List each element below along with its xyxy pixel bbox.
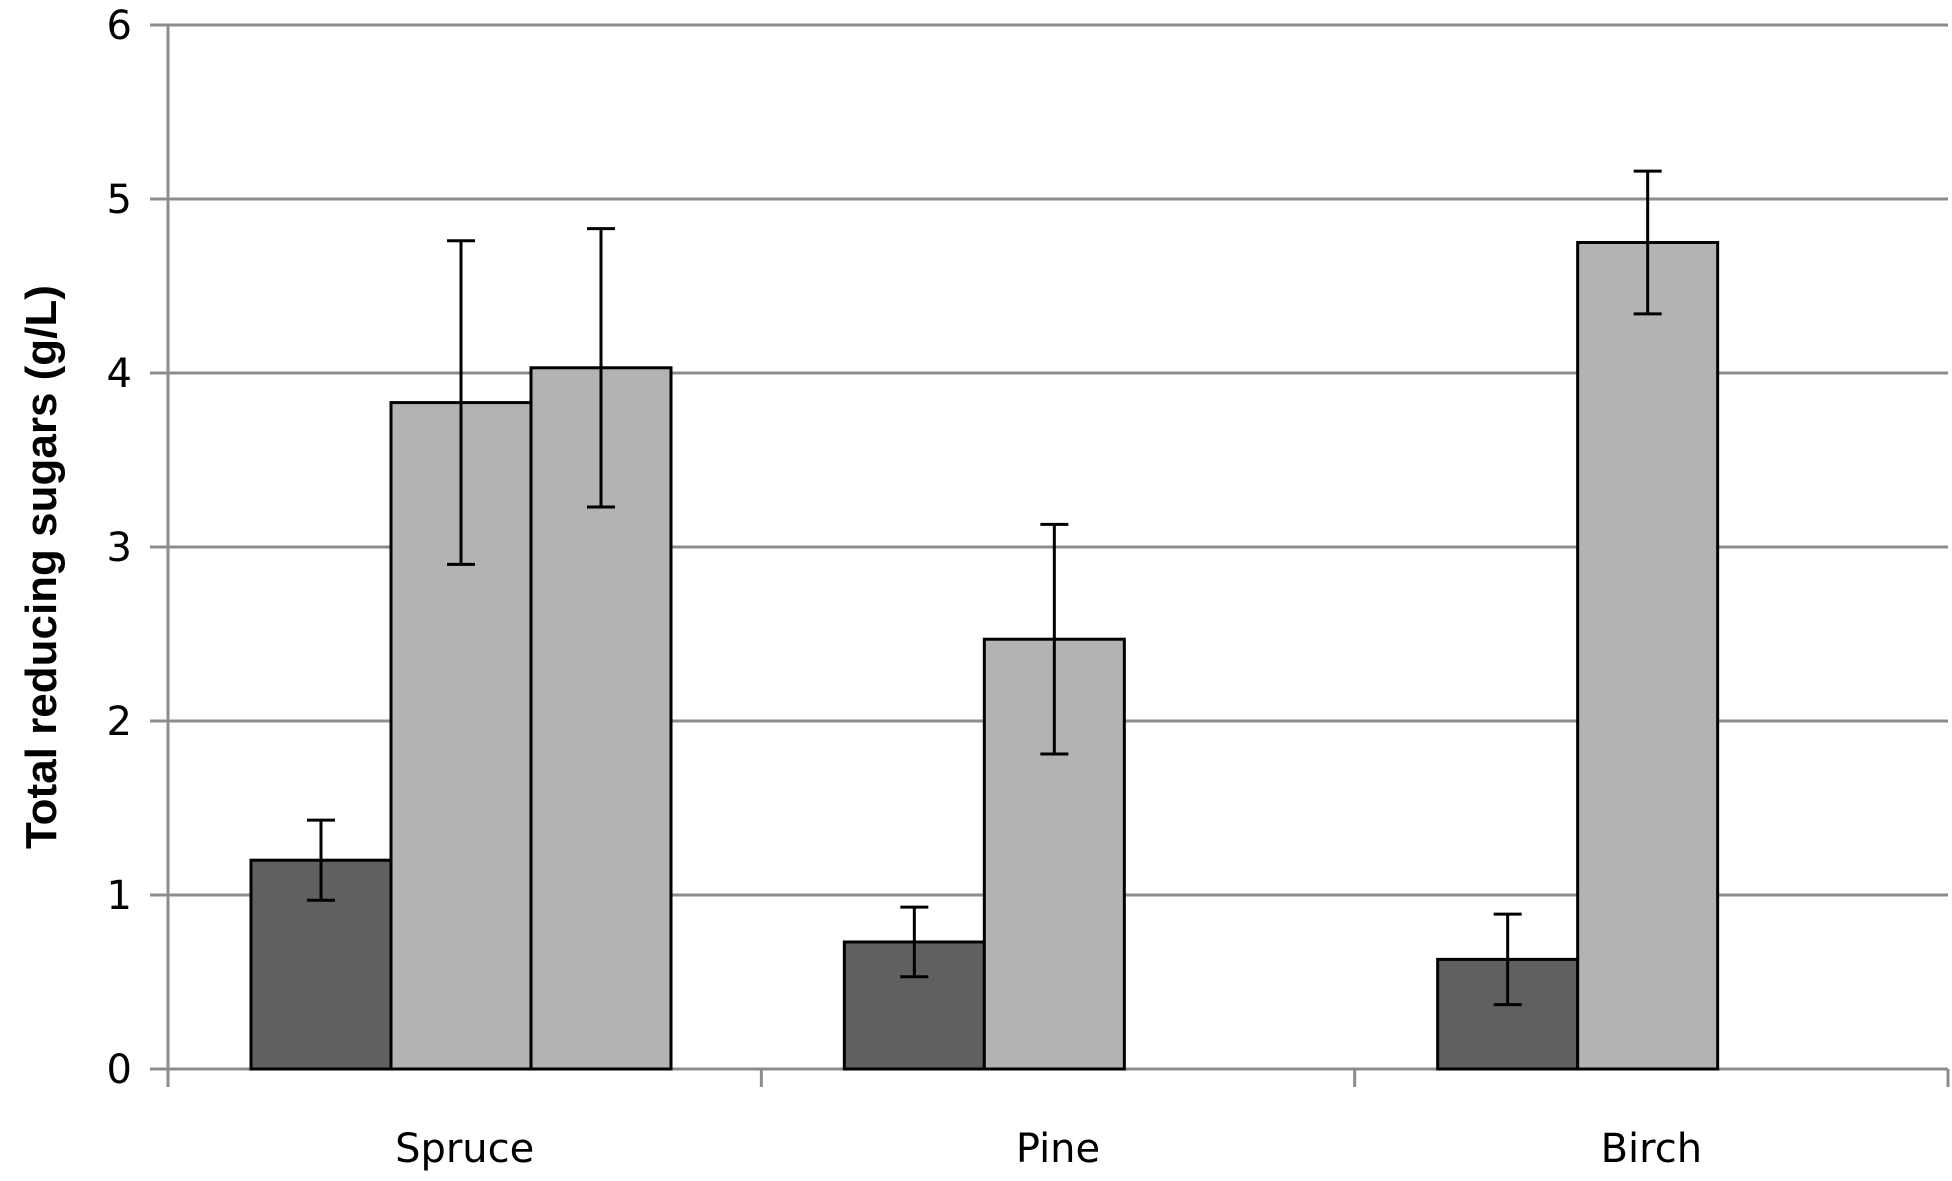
x-category-label: Pine	[1016, 1126, 1100, 1172]
y-tick-label: 3	[107, 525, 132, 571]
y-tick-label: 6	[107, 3, 132, 49]
bars	[249, 241, 1720, 1071]
y-axis-title: Total reducing sugars (g/L)	[17, 285, 66, 849]
error-bar-spruce-2	[447, 239, 475, 566]
error-bar-spruce-3	[587, 227, 615, 509]
y-tick-label: 4	[107, 351, 132, 397]
y-tick-label: 1	[107, 873, 132, 919]
tick-labels: 0 1 2 3 4 5 6 Spruce Pine Birch	[107, 3, 1703, 1172]
y-tick-label: 0	[107, 1047, 132, 1093]
bar-birch-2	[1576, 241, 1720, 1071]
x-category-label: Spruce	[395, 1126, 534, 1172]
x-category-label: Birch	[1601, 1126, 1702, 1172]
error-bars	[307, 169, 1662, 1007]
error-bar-spruce-1	[307, 818, 335, 902]
error-bar-pine-2	[1040, 522, 1069, 756]
error-bar-birch-2	[1633, 169, 1662, 316]
y-tick-label: 5	[107, 177, 132, 223]
y-tick-label: 2	[107, 699, 132, 745]
error-bar-birch-1	[1493, 912, 1522, 1007]
error-bar-pine-1	[900, 905, 929, 979]
